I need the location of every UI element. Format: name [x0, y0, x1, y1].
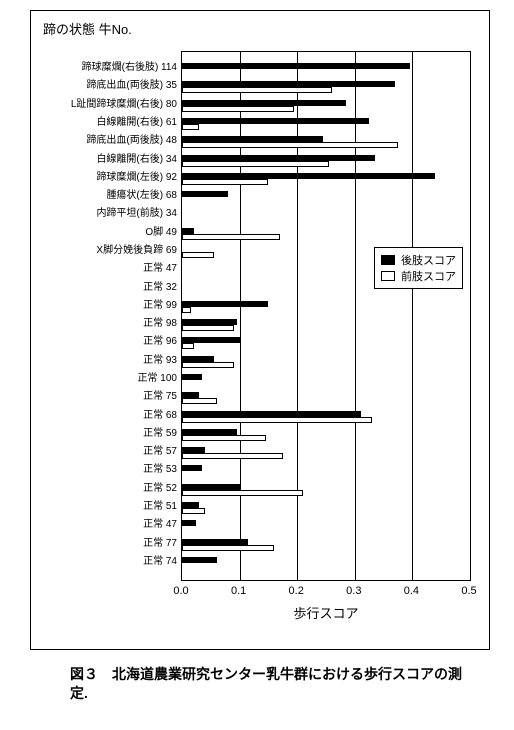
legend-label-front: 前肢スコア: [401, 268, 456, 284]
bar-rear: [182, 118, 369, 124]
legend-swatch-solid: [381, 255, 395, 265]
x-tick-label: 0.4: [404, 585, 419, 597]
category-label: 蹄球糜爛(右後肢) 114: [82, 63, 177, 73]
grid-line: [240, 52, 241, 580]
page-root: 蹄の状態 牛No. 蹄球糜爛(右後肢) 114 蹄底出血(両後肢) 35 L趾間蹄球…: [0, 0, 514, 730]
x-tick-label: 0.5: [461, 585, 476, 597]
category-label: 正常 47: [143, 264, 177, 274]
bar-front: [182, 142, 398, 148]
bar-rear: [182, 374, 202, 380]
bar-front: [182, 307, 191, 313]
bar-rear: [182, 465, 202, 471]
category-label: O脚 49: [145, 228, 177, 238]
category-label: 正常 74: [143, 557, 177, 567]
category-label: 正常 53: [143, 465, 177, 475]
bar-front: [182, 252, 214, 258]
x-tick-label: 0.1: [231, 585, 246, 597]
bar-front: [182, 106, 294, 112]
bar-front: [182, 234, 280, 240]
bar-front: [182, 325, 234, 331]
category-label: 内蹄平坦(前肢) 34: [96, 209, 177, 219]
bar-rear: [182, 557, 217, 563]
bar-front: [182, 417, 372, 423]
category-label: 白線離開(右後) 34: [96, 155, 177, 165]
y-axis-label: 蹄の状態 牛No.: [43, 19, 132, 38]
x-tick-label: 0.2: [289, 585, 304, 597]
grid-line: [412, 52, 413, 580]
category-label: 正常 59: [143, 429, 177, 439]
category-label: 正常 51: [143, 502, 177, 512]
category-label: 正常 99: [143, 301, 177, 311]
legend-item-front: 前肢スコア: [381, 268, 456, 284]
x-tick-label: 0.0: [173, 585, 188, 597]
category-label: 正常 57: [143, 447, 177, 457]
bar-front: [182, 435, 266, 441]
category-label: 正常 100: [138, 374, 177, 384]
category-label: 腫瘍状(左後) 68: [106, 191, 177, 201]
category-label: 正常 32: [143, 283, 177, 293]
legend: 後肢スコア 前肢スコア: [374, 247, 463, 289]
bar-front: [182, 362, 234, 368]
bar-front: [182, 124, 199, 130]
bar-front: [182, 508, 205, 514]
bar-rear: [182, 63, 410, 69]
x-axis-label: 歩行スコア: [181, 603, 471, 622]
category-label: 正常 52: [143, 484, 177, 494]
category-label: 蹄底出血(両後肢) 35: [86, 81, 177, 91]
legend-label-rear: 後肢スコア: [401, 252, 456, 268]
x-tick-label: 0.3: [346, 585, 361, 597]
category-label: 蹄底出血(両後肢) 48: [86, 136, 177, 146]
figure-caption: 図３ 北海道農業研究センター乳牛群における歩行スコアの測定.: [70, 665, 470, 703]
bar-rear: [182, 191, 228, 197]
category-label: 白線離開(右後) 61: [96, 118, 177, 128]
grid-line: [355, 52, 356, 580]
bar-rear: [182, 520, 196, 526]
category-label: L趾間蹄球糜爛(右後) 80: [71, 100, 177, 110]
bar-front: [182, 87, 332, 93]
grid-line: [297, 52, 298, 580]
x-axis: 0.00.10.20.30.40.5 歩行スコア: [181, 583, 471, 623]
legend-swatch-open: [381, 271, 395, 281]
category-label: X脚分娩後負蹄 69: [96, 246, 177, 256]
category-label: 正常 93: [143, 356, 177, 366]
bar-front: [182, 161, 329, 167]
category-label: 蹄球糜爛(左後) 92: [96, 173, 177, 183]
chart-frame: 蹄の状態 牛No. 蹄球糜爛(右後肢) 114 蹄底出血(両後肢) 35 L趾間蹄球…: [30, 10, 490, 650]
category-label: 正常 96: [143, 337, 177, 347]
category-label: 正常 77: [143, 539, 177, 549]
bar-front: [182, 490, 303, 496]
category-label: 正常 98: [143, 319, 177, 329]
category-label: 正常 47: [143, 520, 177, 530]
category-label: 正常 75: [143, 392, 177, 402]
plot-area: [181, 51, 471, 581]
bar-front: [182, 398, 217, 404]
bar-rear: [182, 301, 268, 307]
legend-item-rear: 後肢スコア: [381, 252, 456, 268]
bar-front: [182, 453, 283, 459]
category-label: 正常 68: [143, 411, 177, 421]
bar-front: [182, 179, 268, 185]
bar-front: [182, 343, 194, 349]
bar-front: [182, 545, 274, 551]
